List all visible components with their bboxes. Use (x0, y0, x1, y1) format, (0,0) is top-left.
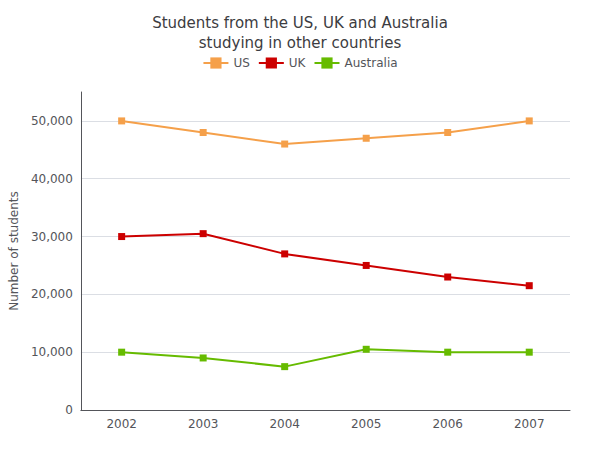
svg-text:10,000: 10,000 (31, 345, 73, 359)
svg-text:UK: UK (289, 56, 307, 70)
svg-text:Australia: Australia (344, 56, 397, 70)
svg-text:20,000: 20,000 (31, 287, 73, 301)
svg-text:2006: 2006 (432, 417, 463, 431)
svg-text:2005: 2005 (351, 417, 382, 431)
svg-text:Number of students: Number of students (7, 191, 21, 311)
svg-text:0: 0 (65, 403, 73, 417)
svg-text:2007: 2007 (514, 417, 545, 431)
svg-text:studying in other countries: studying in other countries (199, 34, 402, 52)
svg-text:US: US (233, 56, 249, 70)
svg-text:2003: 2003 (188, 417, 219, 431)
svg-text:2004: 2004 (269, 417, 300, 431)
svg-text:40,000: 40,000 (31, 172, 73, 186)
svg-text:Students from the US, UK and A: Students from the US, UK and Australia (152, 14, 448, 32)
svg-text:50,000: 50,000 (31, 114, 73, 128)
svg-text:2002: 2002 (106, 417, 137, 431)
svg-text:30,000: 30,000 (31, 230, 73, 244)
